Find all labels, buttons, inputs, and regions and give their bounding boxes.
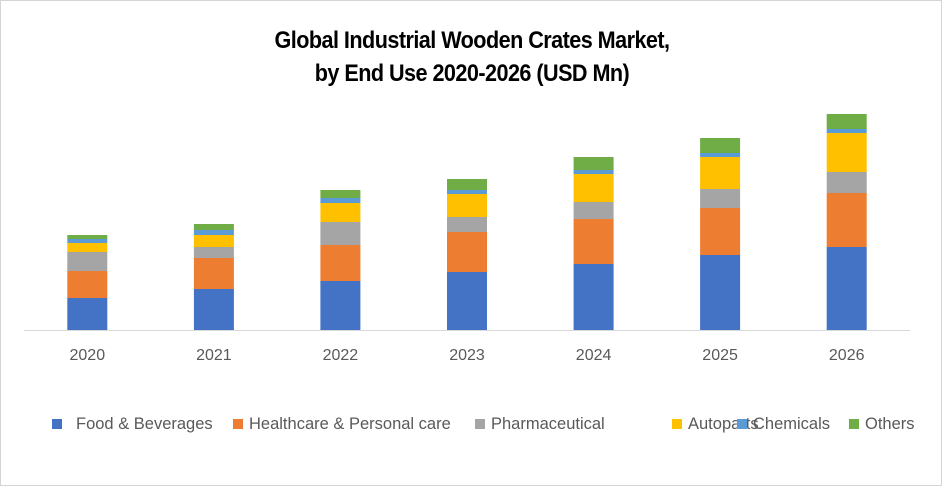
bar-segment-healthcare-personal-care-2022 [320,245,361,281]
legend-swatch-icon [233,419,243,429]
bar-segment-food-beverages-2022 [320,281,361,330]
bar-segment-autoparts-2020 [67,243,108,252]
legend-swatch-icon [475,419,485,429]
bar-segment-healthcare-personal-care-2023 [447,232,487,272]
bar-segment-healthcare-personal-care-2025 [700,208,741,255]
bar-segment-chemicals-2022 [320,198,361,203]
bar-segment-pharmaceutical-2020 [67,252,108,271]
bar-segment-chemicals-2024 [573,170,614,174]
bar-segment-food-beverages-2020 [67,298,108,330]
bar-segment-others-2025 [700,138,741,153]
bar-segment-pharmaceutical-2025 [700,189,741,208]
bar-segment-others-2024 [573,157,614,170]
bar-segment-food-beverages-2025 [700,255,741,330]
legend-item: Healthcare & Personal care [233,413,451,435]
bar-segment-others-2020 [67,235,108,239]
bar-segment-chemicals-2025 [700,153,741,157]
bar-segment-autoparts-2026 [826,133,867,172]
legend-label: Pharmaceutical [491,414,605,433]
legend-item: Food & Beverages [52,413,213,435]
bar-segment-pharmaceutical-2021 [193,247,234,258]
legend-swatch-icon [672,419,682,429]
bar-segment-autoparts-2021 [193,235,234,247]
bar-segment-chemicals-2026 [826,129,867,133]
bar-segment-pharmaceutical-2023 [447,217,487,232]
x-tick-label: 2023 [449,347,485,364]
bar-segment-pharmaceutical-2022 [320,222,361,245]
chart-subtitle: by End Use 2020-2026 (USD Mn) [314,60,630,87]
legend-swatch-icon [849,419,859,429]
bar-segment-pharmaceutical-2026 [826,172,867,193]
x-tick-label: 2026 [829,347,865,364]
bar-segment-food-beverages-2021 [193,289,234,330]
legend-label: Others [865,414,915,433]
x-tick-label: 2022 [323,347,359,364]
bar-segment-food-beverages-2023 [447,272,487,330]
legend-item: Others [849,413,915,435]
bar-segment-chemicals-2020 [67,239,108,243]
x-tick-label: 2020 [70,347,106,364]
bar-segment-healthcare-personal-care-2021 [193,258,234,289]
bar-segment-autoparts-2025 [700,157,741,189]
bar-segment-autoparts-2023 [447,194,487,217]
bar-segment-others-2022 [320,190,361,198]
bar-segment-autoparts-2024 [573,174,614,202]
bar-segment-healthcare-personal-care-2026 [826,193,867,247]
legend-item: Chemicals [737,413,830,435]
x-tick-label: 2024 [576,347,612,364]
legend-swatch-icon [52,419,62,429]
bars-group [67,114,867,330]
bar-segment-chemicals-2021 [193,230,234,235]
bar-segment-healthcare-personal-care-2020 [67,271,108,298]
bar-segment-food-beverages-2026 [826,247,867,330]
bar-segment-others-2021 [193,224,234,230]
x-tick-labels: 2020 2021 2022 2023 2024 2025 2026 [70,347,865,364]
legend: Food & Beverages Healthcare & Personal ca… [0,413,942,437]
bar-segment-chemicals-2023 [447,190,487,194]
legend-swatch-icon [737,419,747,429]
bar-segment-others-2026 [826,114,867,129]
x-tick-label: 2025 [702,347,738,364]
legend-item: Pharmaceutical [475,413,605,435]
legend-label: Chemicals [753,414,831,433]
bar-segment-others-2023 [447,179,487,190]
legend-label: Healthcare & Personal care [249,414,451,433]
bar-segment-autoparts-2022 [320,203,361,222]
bar-segment-pharmaceutical-2024 [573,202,614,219]
bar-segment-healthcare-personal-care-2024 [573,219,614,264]
bar-segment-food-beverages-2024 [573,264,614,330]
chart-title: Global Industrial Wooden Crates Market, [274,27,670,54]
legend-label: Food & Beverages [76,414,213,433]
x-tick-label: 2021 [196,347,232,364]
